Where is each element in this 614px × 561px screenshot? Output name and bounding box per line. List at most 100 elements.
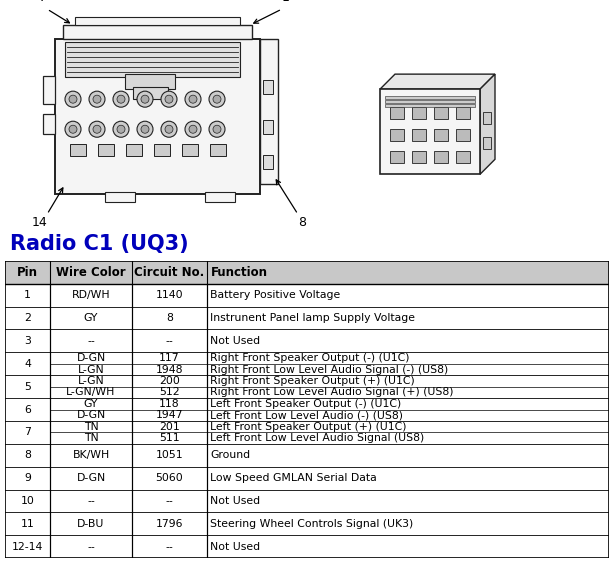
Circle shape: [93, 125, 101, 134]
Text: 11: 11: [21, 519, 34, 529]
Circle shape: [65, 121, 81, 137]
Text: 2: 2: [24, 313, 31, 323]
Bar: [133, 87, 168, 99]
Text: 512: 512: [159, 388, 180, 397]
Text: Steering Wheel Controls Signal (UK3): Steering Wheel Controls Signal (UK3): [211, 519, 414, 529]
Text: 1140: 1140: [156, 290, 184, 300]
Bar: [385, 96, 475, 99]
Text: Wire Color: Wire Color: [56, 266, 126, 279]
Circle shape: [137, 121, 153, 137]
Polygon shape: [480, 74, 495, 174]
Bar: [380, 89, 480, 174]
Text: Not Used: Not Used: [211, 496, 260, 506]
Text: Low Speed GMLAN Serial Data: Low Speed GMLAN Serial Data: [211, 473, 377, 483]
Text: Left Front Speaker Output (+) (U1C): Left Front Speaker Output (+) (U1C): [211, 422, 407, 431]
Bar: [98, 144, 114, 157]
Text: Function: Function: [211, 266, 268, 279]
Circle shape: [189, 125, 197, 134]
Text: 7: 7: [39, 0, 47, 4]
Text: 8: 8: [166, 313, 173, 323]
Circle shape: [161, 121, 177, 137]
Text: Right Front Speaker Output (-) (U1C): Right Front Speaker Output (-) (U1C): [211, 353, 410, 363]
Bar: [390, 107, 404, 119]
Circle shape: [209, 121, 225, 137]
Circle shape: [113, 91, 129, 107]
Text: Not Used: Not Used: [211, 336, 260, 346]
Text: 201: 201: [159, 422, 180, 431]
Circle shape: [189, 95, 197, 103]
Bar: [434, 107, 448, 119]
Text: 511: 511: [159, 433, 180, 443]
Text: 8: 8: [24, 450, 31, 460]
Text: 1947: 1947: [156, 410, 184, 420]
Circle shape: [141, 95, 149, 103]
Circle shape: [69, 95, 77, 103]
Text: 9: 9: [24, 473, 31, 483]
Bar: [412, 107, 426, 119]
Text: 4: 4: [24, 359, 31, 369]
Text: 1948: 1948: [156, 365, 184, 375]
Text: Instrunent Panel lamp Supply Voltage: Instrunent Panel lamp Supply Voltage: [211, 313, 415, 323]
Bar: [263, 120, 273, 134]
Circle shape: [161, 91, 177, 107]
Text: Right Front Low Level Audio Signal (+) (US8): Right Front Low Level Audio Signal (+) (…: [211, 388, 454, 397]
Bar: [43, 76, 55, 104]
Text: RD/WH: RD/WH: [72, 290, 111, 300]
Text: L-GN/WH: L-GN/WH: [66, 388, 115, 397]
Text: D-GN: D-GN: [76, 353, 106, 363]
Text: GY: GY: [84, 399, 98, 409]
Bar: [456, 129, 470, 141]
Bar: [65, 42, 240, 77]
Text: --: --: [166, 542, 173, 552]
Text: Left Front Low Level Audio Signal (US8): Left Front Low Level Audio Signal (US8): [211, 433, 425, 443]
Bar: [385, 100, 475, 103]
Text: --: --: [87, 542, 95, 552]
Circle shape: [213, 95, 221, 103]
Circle shape: [69, 125, 77, 134]
Polygon shape: [380, 74, 495, 89]
Circle shape: [165, 125, 173, 134]
Bar: [483, 137, 491, 149]
Circle shape: [89, 121, 105, 137]
Bar: [390, 151, 404, 163]
Text: L-GN: L-GN: [77, 376, 104, 386]
Text: 118: 118: [159, 399, 180, 409]
Circle shape: [209, 91, 225, 107]
Bar: [105, 192, 135, 203]
Bar: [390, 129, 404, 141]
Circle shape: [137, 91, 153, 107]
Bar: [260, 39, 278, 185]
Text: --: --: [87, 336, 95, 346]
Text: Ground: Ground: [211, 450, 251, 460]
Text: 200: 200: [159, 376, 180, 386]
Bar: [154, 144, 170, 157]
Text: 10: 10: [21, 496, 34, 506]
Text: 14: 14: [32, 217, 48, 229]
Text: 5060: 5060: [156, 473, 184, 483]
Text: 1: 1: [24, 290, 31, 300]
Bar: [205, 192, 235, 203]
Circle shape: [117, 125, 125, 134]
Bar: [456, 107, 470, 119]
Bar: [43, 114, 55, 134]
Text: Circuit No.: Circuit No.: [134, 266, 204, 279]
Text: 3: 3: [24, 336, 31, 346]
Circle shape: [165, 95, 173, 103]
Text: Left Front Low Level Audio (-) (US8): Left Front Low Level Audio (-) (US8): [211, 410, 403, 420]
Circle shape: [117, 95, 125, 103]
Text: GY: GY: [84, 313, 98, 323]
Circle shape: [185, 121, 201, 137]
Bar: [210, 144, 226, 157]
Text: 8: 8: [298, 217, 306, 229]
Bar: [70, 144, 86, 157]
Text: Left Front Speaker Output (-) (U1C): Left Front Speaker Output (-) (U1C): [211, 399, 402, 409]
Bar: [456, 151, 470, 163]
Bar: [125, 74, 175, 89]
Text: --: --: [166, 496, 173, 506]
Text: 5: 5: [24, 381, 31, 392]
Circle shape: [141, 125, 149, 134]
Circle shape: [213, 125, 221, 134]
Text: 1051: 1051: [156, 450, 184, 460]
Text: --: --: [166, 336, 173, 346]
Bar: [5, 261, 609, 284]
